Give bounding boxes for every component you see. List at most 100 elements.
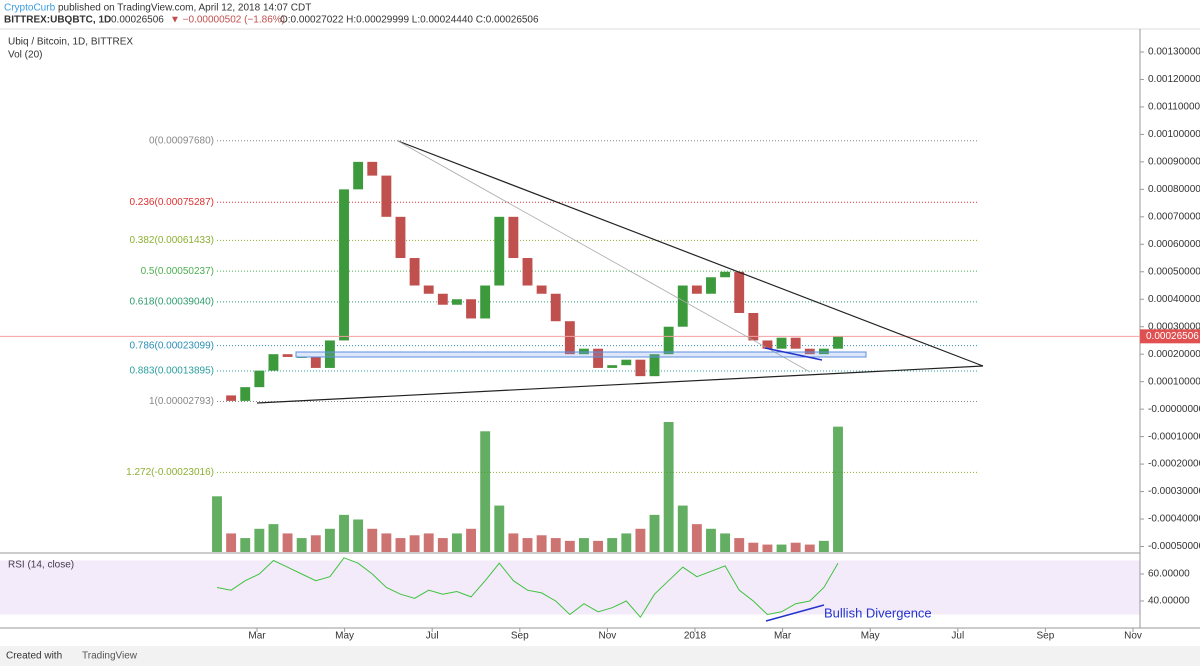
- volume-bar: [367, 528, 378, 552]
- y-tick-label: -0.00010000: [1148, 431, 1200, 442]
- divergence-line: [765, 604, 825, 622]
- volume-bar: [706, 528, 716, 552]
- candle: [677, 285, 688, 327]
- volume-bar: [649, 514, 660, 552]
- last-price-box: [1140, 329, 1200, 344]
- volume-bar: [508, 533, 519, 552]
- candle: [508, 216, 519, 259]
- volume-bar: [564, 540, 575, 552]
- candle: [395, 216, 406, 259]
- volume-bar: [818, 540, 829, 552]
- candle: [776, 337, 787, 349]
- volume-bar: [691, 524, 702, 552]
- fib-label: 0.236(0.00075287): [129, 197, 214, 208]
- candle: [706, 277, 716, 294]
- candle: [804, 348, 815, 355]
- volume-bar: [226, 533, 237, 552]
- rsi-band: [0, 560, 1140, 615]
- author[interactable]: CryptoCurb: [4, 3, 56, 14]
- volume-bar: [254, 528, 265, 552]
- y-tick-label: 0.00050000: [1148, 266, 1200, 277]
- fib-label: 1.272(-0.00023016): [126, 467, 214, 478]
- volume-bar: [621, 533, 632, 552]
- volume-bar: [353, 519, 364, 552]
- volume-bar: [437, 538, 448, 552]
- candle: [381, 175, 392, 217]
- y-tick-label: -0.00050000: [1148, 541, 1200, 552]
- candle: [226, 395, 237, 401]
- candle: [691, 285, 702, 294]
- volume-bar: [296, 538, 307, 552]
- annotation: Bullish Divergence: [824, 605, 932, 620]
- volume-bar: [282, 533, 293, 552]
- y-tick-label: -0.00020000: [1148, 459, 1200, 470]
- volume-bar: [550, 538, 561, 552]
- x-tick-label: Jul: [951, 631, 964, 642]
- x-tick-label: Mar: [774, 631, 792, 642]
- candle: [579, 348, 589, 355]
- volume-bar: [776, 544, 787, 552]
- candle: [790, 337, 801, 349]
- published: published on TradingView.com, April 12, …: [58, 3, 311, 14]
- y-tick-label: 0.00100000: [1148, 129, 1200, 140]
- x-tick-label: Sep: [1037, 631, 1055, 642]
- y-tick-label: -0.00030000: [1148, 486, 1200, 497]
- rsi-tick-label: 40.00000: [1148, 596, 1190, 607]
- fib-label: 0(0.00097680): [149, 135, 214, 146]
- candle: [762, 340, 773, 349]
- fib-label: 0.618(0.00039040): [129, 297, 214, 308]
- volume-bar: [677, 505, 688, 552]
- y-tick-label: 0.00080000: [1148, 184, 1200, 195]
- volume-bar: [579, 538, 589, 552]
- volume-bar: [381, 533, 392, 552]
- volume-bar: [663, 422, 674, 552]
- candle: [593, 348, 604, 368]
- footer-text: Created with: [6, 651, 62, 662]
- candle: [437, 293, 448, 305]
- volume-bar: [409, 535, 420, 552]
- volume-bar: [451, 533, 462, 552]
- volume-bar: [748, 542, 759, 552]
- candle: [310, 356, 321, 368]
- volume-title: Vol (20): [8, 50, 42, 61]
- candle: [240, 387, 251, 401]
- candle: [451, 299, 462, 305]
- y-tick-label: -0.00000000: [1148, 404, 1200, 415]
- y-tick-label: 0.00040000: [1148, 294, 1200, 305]
- candle: [339, 189, 349, 341]
- y-tick-label: 0.00030000: [1148, 321, 1200, 332]
- candle: [494, 216, 505, 286]
- candle: [353, 161, 364, 190]
- x-tick-label: Jul: [426, 631, 439, 642]
- x-tick-label: Nov: [1124, 631, 1142, 642]
- candle: [833, 336, 843, 349]
- last-price-label: 0.00026506: [1146, 331, 1199, 342]
- plot: 0.00130000 0.00120000 0.00110000 0.00100000…: [0, 47, 1200, 642]
- y-tick-label: 0.00020000: [1148, 349, 1200, 360]
- rsi-line: [216, 557, 839, 619]
- symbol: BITTREX:UBQBTC, 1D: [4, 15, 111, 26]
- footer-brand[interactable]: TradingView: [82, 651, 138, 662]
- support-zone: [295, 351, 867, 358]
- trendline: [397, 140, 984, 367]
- y-tick-label: 0.00120000: [1148, 74, 1200, 85]
- volume-bar: [339, 514, 349, 552]
- trendline: [256, 365, 984, 404]
- volume-bar: [607, 538, 618, 552]
- volume-bar: [536, 535, 547, 552]
- volume-bar: [593, 540, 604, 552]
- y-tick-label: 0.00070000: [1148, 211, 1200, 222]
- candle: [564, 321, 575, 355]
- volume-bar: [480, 431, 491, 552]
- volume-bar: [804, 544, 815, 552]
- trendline: [397, 140, 811, 373]
- volume-bar: [212, 496, 222, 552]
- fib-label: 0.5(0.00050237): [141, 266, 214, 277]
- candle: [324, 340, 335, 368]
- x-tick-label: Nov: [599, 631, 617, 642]
- y-tick-label: 0.00130000: [1148, 47, 1200, 58]
- candle: [663, 326, 674, 355]
- volume-bar: [720, 533, 731, 552]
